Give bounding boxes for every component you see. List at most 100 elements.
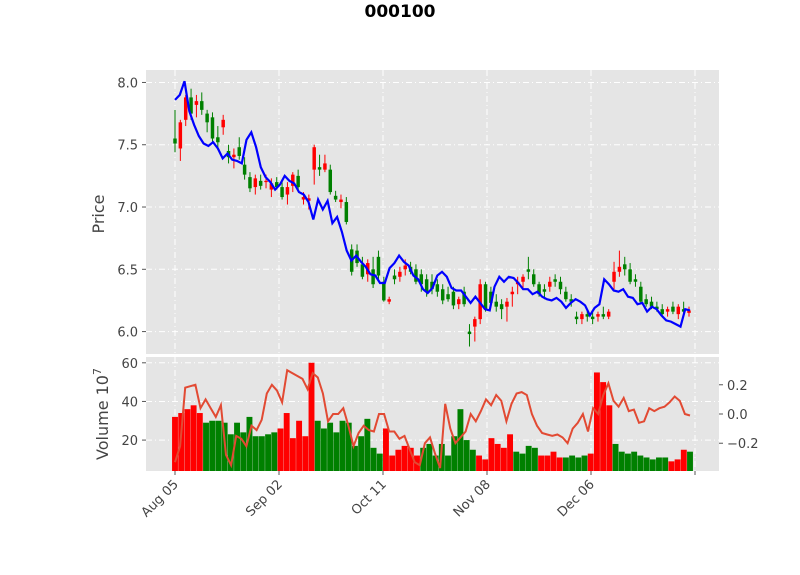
candle-body: [558, 281, 563, 290]
volume-bar: [432, 455, 439, 471]
volume-bar: [333, 432, 340, 471]
volume-bar: [314, 420, 321, 471]
volume-y2tick-label: −0.2: [727, 437, 759, 452]
volume-y2tick-label: 0.2: [727, 379, 748, 394]
x-tick-label: Nov 08: [451, 477, 494, 520]
x-tick-label: Oct 11: [349, 477, 390, 518]
candle-body: [671, 306, 675, 312]
candle-body: [435, 284, 440, 292]
volume-bar: [494, 443, 501, 471]
candle-body: [623, 264, 627, 270]
candle-body: [269, 183, 274, 190]
candle-body: [665, 309, 670, 312]
candle-body: [312, 147, 316, 170]
volume-bar: [637, 455, 644, 471]
candle-body: [446, 294, 450, 300]
volume-bar: [513, 451, 520, 471]
candle-body: [537, 284, 541, 295]
volume-bar: [600, 382, 607, 471]
candle-body: [333, 195, 338, 200]
candle-body: [499, 304, 504, 310]
volume-bar: [488, 438, 495, 471]
candle-body: [291, 174, 295, 186]
candle-body: [376, 256, 381, 276]
price-panel-background: [146, 70, 719, 354]
volume-bar: [593, 372, 600, 471]
volume-bar: [656, 457, 662, 471]
candle-body: [183, 97, 188, 120]
candle-body: [253, 178, 258, 188]
price-ytick-label: 8.0: [117, 76, 138, 91]
volume-bar: [383, 428, 389, 471]
volume-bar: [625, 453, 631, 471]
moving-average-line: [174, 80, 691, 329]
candle-body: [590, 316, 595, 320]
candle-body: [237, 147, 241, 156]
volume-bar: [476, 455, 482, 471]
volume-bar: [631, 451, 638, 471]
candle-body: [451, 291, 456, 306]
volume-bar: [463, 440, 470, 471]
volume-bar: [469, 449, 476, 471]
x-tick-label: Aug 05: [139, 477, 182, 520]
candle-body: [296, 175, 300, 188]
candle-body: [628, 269, 632, 282]
candle-body: [521, 276, 525, 282]
volume-bar: [662, 457, 669, 471]
volume-bar: [240, 432, 247, 471]
candle-body: [526, 269, 531, 272]
candle-body: [403, 265, 407, 270]
volume-ytick-label: 40: [121, 395, 138, 410]
x-tick-label: Sep 02: [243, 477, 286, 520]
volume-bar: [258, 436, 265, 471]
candle-body: [360, 264, 365, 277]
volume-bar: [246, 416, 253, 471]
candle-body: [494, 301, 498, 307]
volume-y-axis: 60 40 20: [121, 357, 146, 449]
price-ytick-label: 7.5: [117, 139, 138, 154]
volume-bar: [296, 420, 303, 471]
volume-bar: [351, 445, 358, 471]
candle-body: [548, 281, 552, 287]
candle-body: [221, 119, 225, 128]
volume-bar: [544, 455, 551, 471]
volume-bar: [358, 436, 365, 471]
candle-body: [189, 97, 193, 114]
volume-bar: [556, 457, 563, 471]
candle-body: [440, 289, 445, 301]
volume-bar: [612, 443, 619, 471]
candle-body: [601, 314, 606, 317]
candle-body: [307, 198, 311, 201]
candle-body: [264, 180, 268, 183]
candle-body: [676, 306, 681, 315]
volume-axis-label-text: Volume 10: [93, 375, 112, 460]
candle-body: [462, 291, 466, 305]
candle-body: [285, 187, 290, 195]
volume-bar: [320, 428, 327, 471]
volume-bar: [531, 447, 538, 471]
candle-body: [178, 122, 183, 149]
price-axis-label: Price: [89, 194, 108, 233]
volume-bar: [271, 432, 278, 471]
candle-body: [564, 291, 568, 300]
chart-title: 000100: [365, 2, 436, 22]
candle-body: [473, 319, 477, 327]
volume-axis-exponent: 7: [91, 368, 104, 375]
volume-bar: [265, 434, 272, 471]
volume-bar: [345, 422, 352, 471]
candle-body: [617, 266, 622, 272]
candle-body: [553, 279, 557, 282]
volume-bar: [420, 447, 427, 471]
price-ytick-label: 6.5: [117, 263, 138, 278]
volume-secondary-y-axis: 0.2 0.0 −0.2: [719, 379, 759, 452]
candle-body: [173, 138, 177, 144]
volume-bar: [234, 422, 240, 471]
candle-body: [424, 279, 429, 292]
price-y-axis: 8.0 7.5 7.0 6.5 6.0: [117, 76, 146, 341]
volume-bar: [364, 418, 371, 471]
volume-bar: [283, 413, 290, 471]
volume-bar: [562, 457, 569, 471]
candle-body: [430, 281, 434, 290]
candle-body: [569, 299, 573, 302]
